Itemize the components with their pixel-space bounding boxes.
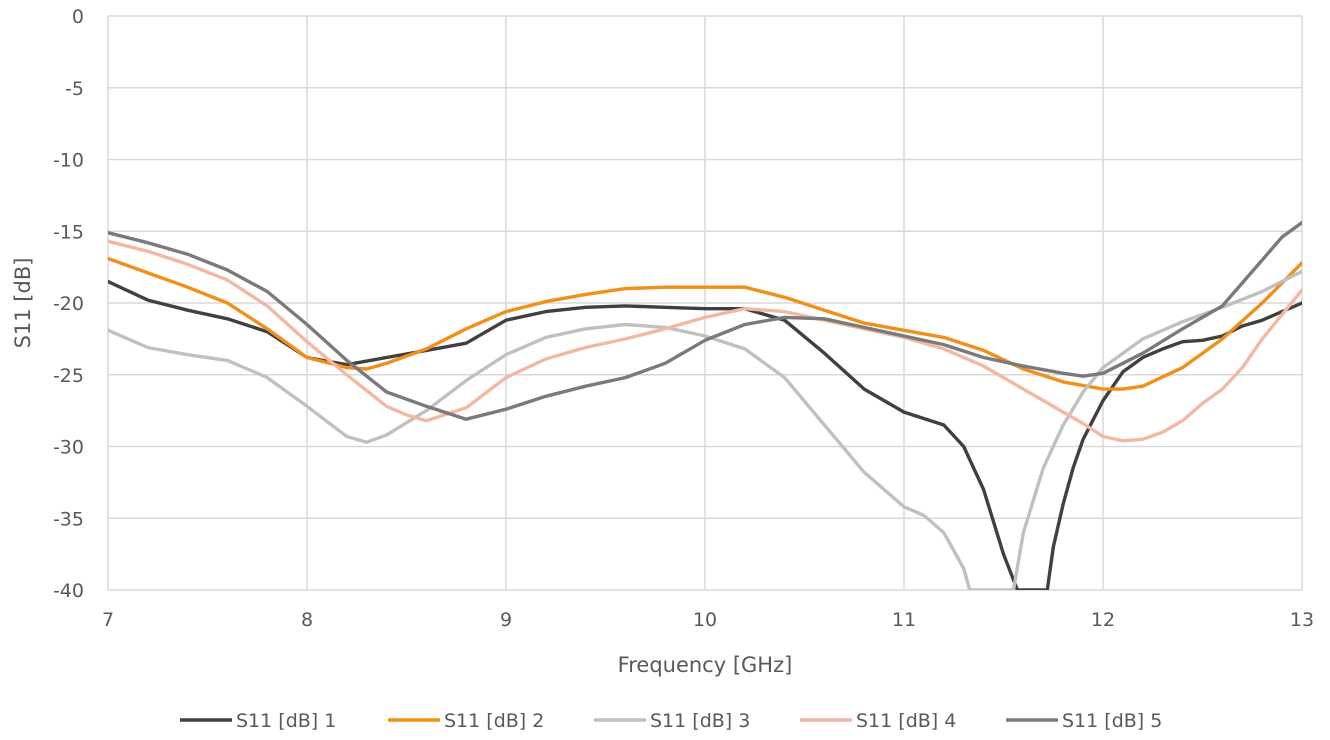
series-group: [108, 220, 1302, 590]
y-tick-label: -40: [53, 580, 84, 602]
y-axis-title: S11 [dB]: [11, 258, 35, 349]
x-tick-label: 13: [1290, 609, 1314, 631]
legend-label-1: S11 [dB] 1: [236, 710, 336, 732]
legend-label-3: S11 [dB] 3: [650, 710, 750, 732]
y-tick-label: -20: [53, 293, 84, 315]
x-tick-label: 8: [301, 609, 313, 631]
y-tick-label: 0: [72, 6, 84, 28]
y-tick-label: -15: [53, 221, 84, 243]
y-tick-label: -30: [53, 437, 84, 459]
tick-labels: 7 8 9 10 11 12 13 0 -5 -10 -15 -20 -25 -30 -35 -40: [53, 6, 1314, 631]
x-tick-label: 11: [892, 609, 916, 631]
legend-label-4: S11 [dB] 4: [856, 710, 956, 732]
series-line-5: [108, 220, 1302, 421]
y-tick-label: -5: [65, 78, 84, 100]
x-tick-label: 7: [102, 609, 114, 631]
legend: S11 [dB] 1 S11 [dB] 2 S11 [dB] 3 S11 [dB] 4…: [180, 710, 1162, 732]
series-line-3: [108, 269, 1302, 590]
x-axis-title: Frequency [GHz]: [618, 653, 793, 677]
y-tick-label: -25: [53, 365, 84, 387]
series-line-2: [108, 256, 1302, 391]
legend-label-2: S11 [dB] 2: [444, 710, 544, 732]
legend-label-5: S11 [dB] 5: [1062, 710, 1162, 732]
y-tick-label: -10: [53, 150, 84, 172]
grid: [107, 15, 1303, 591]
series-line-4: [108, 239, 1302, 443]
x-tick-label: 9: [500, 609, 512, 631]
x-tick-label: 10: [693, 609, 717, 631]
y-tick-label: -35: [53, 508, 84, 530]
x-tick-label: 12: [1091, 609, 1115, 631]
series-line-1: [108, 279, 1302, 590]
